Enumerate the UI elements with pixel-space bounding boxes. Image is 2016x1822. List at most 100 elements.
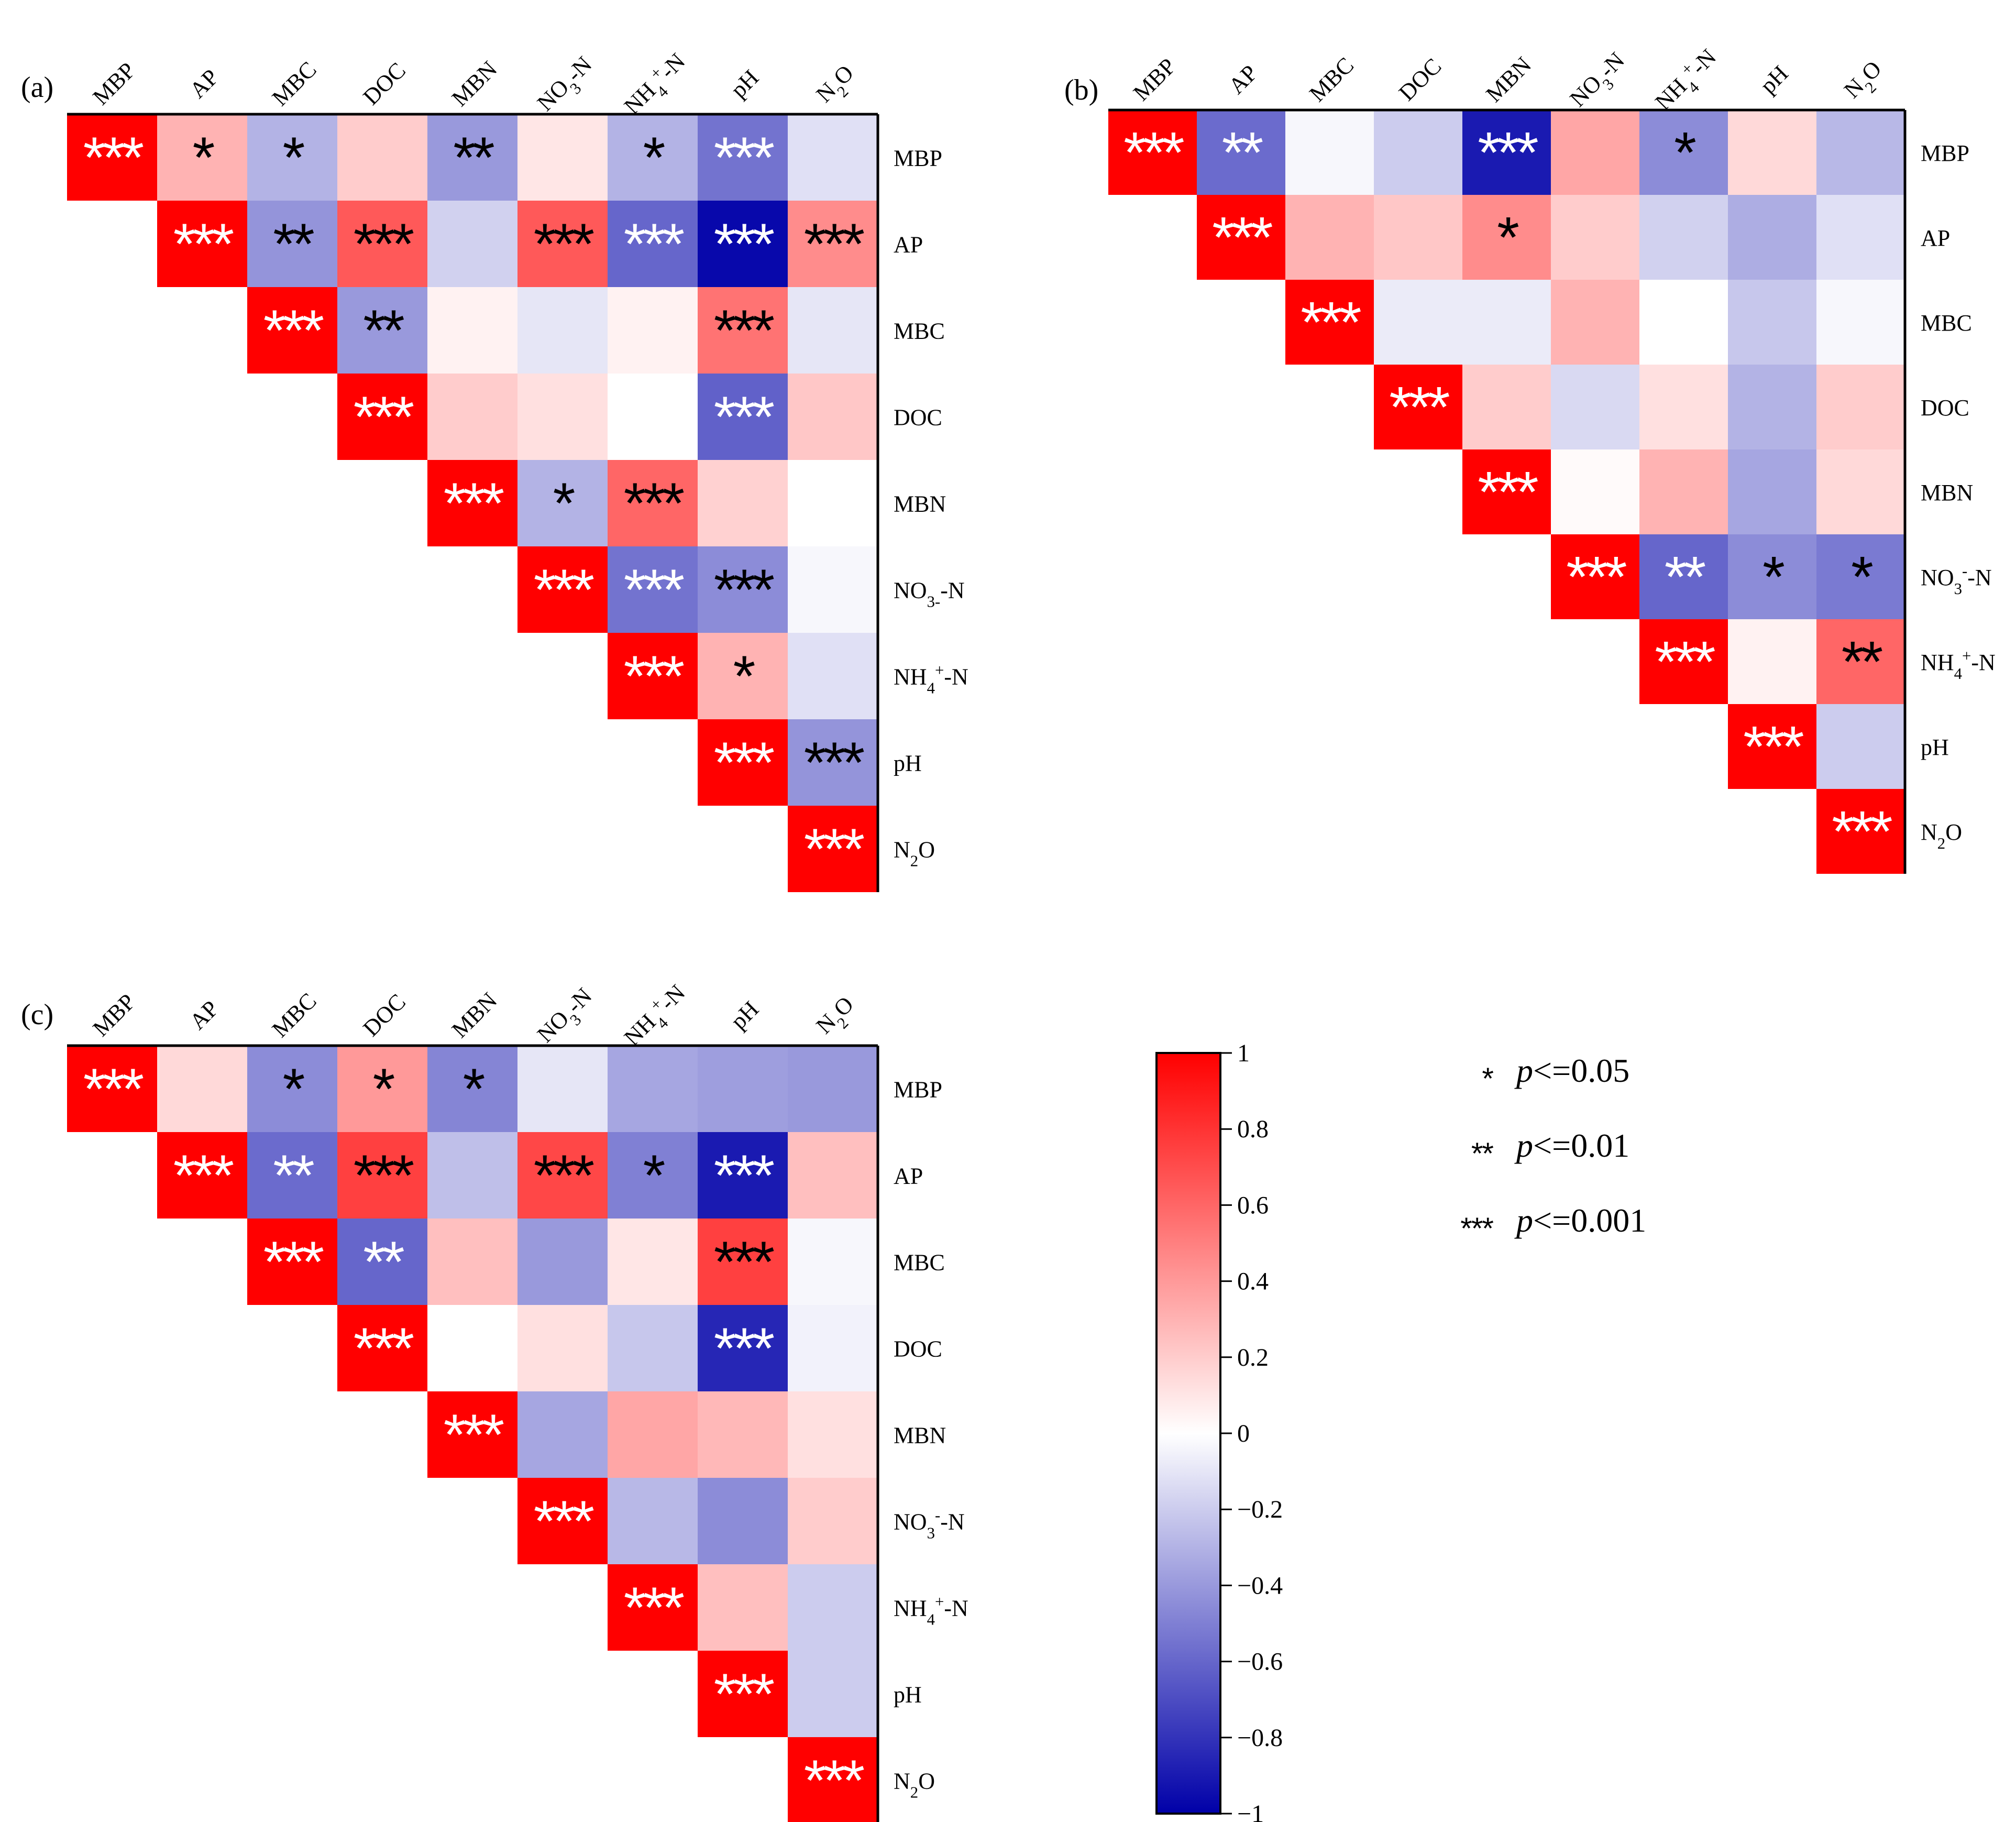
top-axis-label: NH4+-N bbox=[1648, 42, 1726, 120]
heatmap-cell bbox=[608, 1305, 698, 1391]
top-axis-label: NO3-N bbox=[1565, 47, 1635, 117]
heatmap-cell bbox=[1728, 280, 1816, 365]
right-axis-label: MBN bbox=[894, 491, 946, 517]
heatmap-cell bbox=[517, 1305, 608, 1391]
significance-stars: *** bbox=[1123, 120, 1184, 185]
significance-stars: * bbox=[283, 1057, 305, 1122]
heatmap-cell bbox=[1816, 619, 1905, 704]
heatmap-cell bbox=[337, 201, 427, 287]
top-axis-label: MBN bbox=[447, 987, 502, 1043]
heatmap-cell bbox=[788, 719, 878, 806]
heatmap-cell bbox=[1197, 110, 1285, 195]
significance-stars: *** bbox=[444, 471, 504, 536]
colorbar-tick-label: 0.6 bbox=[1237, 1191, 1269, 1219]
legend-stars: * bbox=[1482, 1062, 1493, 1096]
right-axis-label: MBC bbox=[1921, 310, 1972, 336]
top-axis-label: MBC bbox=[1304, 52, 1359, 107]
top-axis-label: DOC bbox=[358, 58, 411, 110]
top-axis-label: MBC bbox=[267, 57, 322, 111]
heatmap-cell bbox=[427, 1046, 517, 1132]
right-axis-label: MBP bbox=[1921, 140, 1969, 166]
heatmap-cell bbox=[517, 201, 608, 287]
right-axis-label: NO3--N bbox=[894, 578, 965, 611]
panel-label: (a) bbox=[21, 71, 53, 104]
heatmap-cell bbox=[698, 1305, 788, 1391]
heatmap-cell bbox=[788, 1132, 878, 1219]
top-axis-label: NH4+-N bbox=[617, 978, 695, 1056]
significance-stars: * bbox=[733, 644, 755, 709]
heatmap-cell bbox=[1551, 534, 1639, 619]
significance-stars: *** bbox=[624, 212, 685, 277]
colorbar-gradient bbox=[1155, 1052, 1221, 1815]
right-axis-label: DOC bbox=[894, 1336, 942, 1362]
significance-stars: *** bbox=[1743, 715, 1804, 779]
top-axis-label: pH bbox=[1755, 60, 1793, 98]
significance-stars: *** bbox=[534, 1489, 594, 1554]
heatmap-cell bbox=[517, 1478, 608, 1564]
significance-stars: *** bbox=[1389, 375, 1450, 440]
heatmap-cell bbox=[1639, 280, 1728, 365]
significance-stars: ** bbox=[273, 212, 314, 277]
right-axis-label: pH bbox=[1921, 734, 1949, 760]
significance-stars: *** bbox=[714, 212, 775, 277]
significance-stars: *** bbox=[444, 1403, 504, 1467]
heatmap-cell bbox=[1108, 110, 1197, 195]
significance-stars: *** bbox=[354, 212, 414, 277]
heatmap-cell bbox=[1728, 195, 1816, 280]
significance-stars: *** bbox=[714, 1316, 775, 1381]
right-axis-label: N2O bbox=[1921, 819, 1962, 852]
heatmap-cell bbox=[1197, 195, 1285, 280]
panel-label: (c) bbox=[21, 998, 53, 1031]
heatmap-cell bbox=[698, 1651, 788, 1737]
right-axis-label: pH bbox=[894, 1682, 922, 1708]
heatmap-cell bbox=[1551, 195, 1639, 280]
heatmap-cell bbox=[67, 114, 157, 201]
significance-stars: *** bbox=[624, 558, 685, 622]
heatmap-cell bbox=[698, 546, 788, 633]
heatmap-cell bbox=[698, 1478, 788, 1564]
heatmap-cell bbox=[1551, 110, 1639, 195]
right-axis-label: NH4+-N bbox=[1921, 647, 1996, 683]
heatmap-cell bbox=[788, 114, 878, 201]
heatmap-cell bbox=[157, 114, 247, 201]
right-axis-label: N2O bbox=[894, 837, 935, 870]
top-axis-label: pH bbox=[725, 64, 764, 103]
heatmap-cell bbox=[608, 633, 698, 719]
heatmap-cell bbox=[1728, 110, 1816, 195]
heatmap-cell bbox=[788, 546, 878, 633]
panel-label: (b) bbox=[1064, 74, 1098, 106]
heatmap-cell bbox=[1551, 449, 1639, 534]
heatmap-cell bbox=[1285, 195, 1374, 280]
significance-stars: *** bbox=[714, 731, 775, 795]
significance-stars: * bbox=[1674, 120, 1696, 185]
heatmap-cell bbox=[1462, 195, 1551, 280]
heatmap-cell bbox=[337, 1132, 427, 1219]
heatmap-cell bbox=[608, 1219, 698, 1305]
top-axis-label: NH4+-N bbox=[617, 46, 695, 124]
heatmap-cell bbox=[1374, 195, 1462, 280]
significance-stars: *** bbox=[714, 385, 775, 449]
significance-stars: ** bbox=[1665, 545, 1706, 609]
heatmap-cell bbox=[337, 374, 427, 460]
heatmap-cell bbox=[427, 460, 517, 546]
colorbar-tick-label: 0.4 bbox=[1237, 1268, 1269, 1296]
right-axis-label: pH bbox=[894, 751, 922, 776]
heatmap-cell bbox=[1639, 110, 1728, 195]
legend-stars: *** bbox=[1460, 1212, 1493, 1246]
heatmap-cell bbox=[517, 546, 608, 633]
significance-stars: *** bbox=[714, 1662, 775, 1727]
heatmap-cell bbox=[1728, 704, 1816, 789]
right-axis-label: MBN bbox=[1921, 480, 1973, 506]
significance-stars: ** bbox=[453, 126, 494, 190]
significance-stars: *** bbox=[173, 1144, 234, 1208]
heatmap-cell bbox=[517, 114, 608, 201]
top-axis-label: AP bbox=[185, 996, 224, 1035]
heatmap-cell bbox=[1639, 365, 1728, 449]
right-axis-label: AP bbox=[1921, 225, 1950, 251]
heatmap-cell bbox=[608, 546, 698, 633]
top-axis-label: AP bbox=[1224, 60, 1262, 99]
significance-stars: * bbox=[643, 1144, 665, 1208]
right-axis-label: MBP bbox=[894, 1077, 942, 1103]
right-axis-label: AP bbox=[894, 1164, 923, 1189]
significance-stars: *** bbox=[263, 299, 324, 363]
